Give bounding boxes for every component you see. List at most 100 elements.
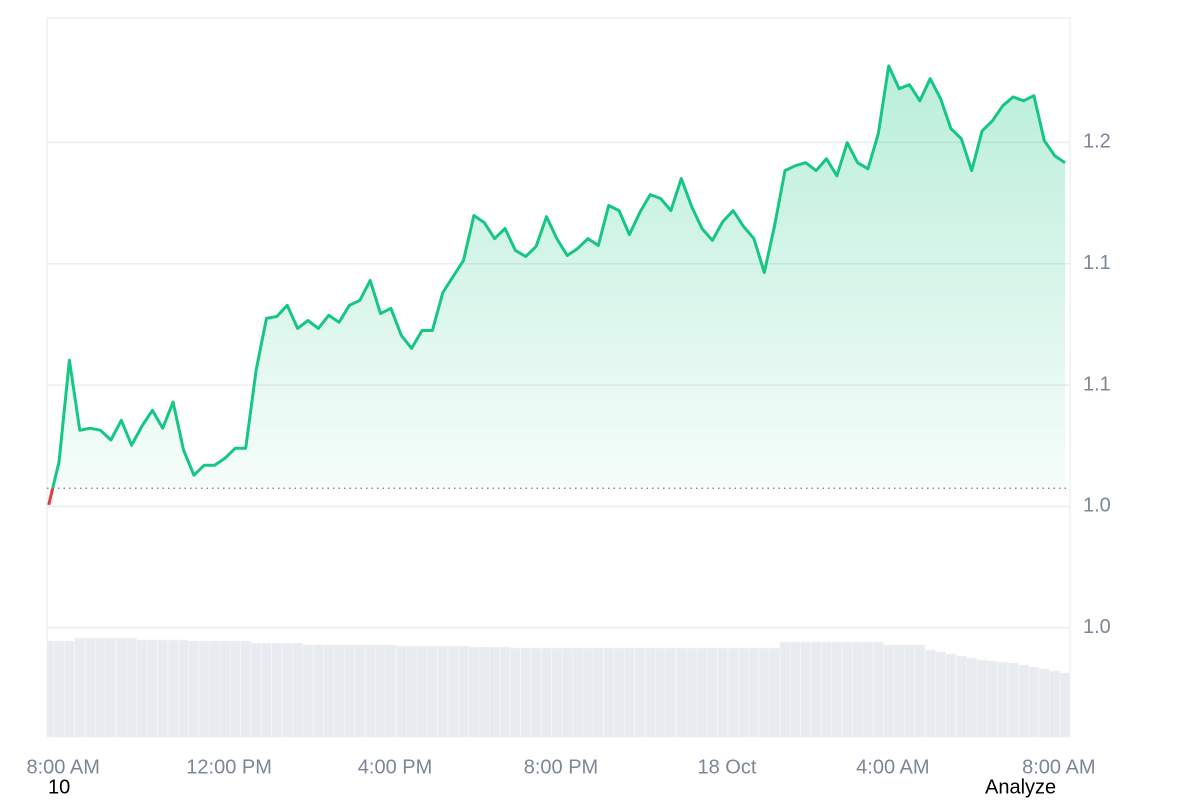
volume-bar <box>312 644 324 738</box>
volume-bar <box>1049 670 1061 738</box>
volume-bar <box>935 651 947 738</box>
volume-bar <box>831 641 843 738</box>
volume-bar <box>852 641 864 738</box>
x-tick-label: 4:00 AM <box>856 756 929 778</box>
volume-bar <box>893 644 905 738</box>
volume-bar <box>572 647 584 738</box>
volume-bar <box>883 644 895 738</box>
volume-bar <box>385 644 397 738</box>
price-plot <box>47 64 1070 506</box>
volume-bar <box>800 641 812 738</box>
volume-bar <box>468 646 480 738</box>
x-tick-label: 8:00 AM <box>1022 756 1095 778</box>
volume-bar <box>758 647 770 738</box>
volume-bar <box>115 637 127 738</box>
volume-bar <box>63 640 75 738</box>
x-tick-label: 12:00 PM <box>186 756 272 778</box>
volume-bar <box>178 639 189 738</box>
volume-bar <box>219 640 231 738</box>
volume-bar <box>292 642 304 738</box>
volume-bar <box>1059 672 1071 738</box>
volume-bar <box>997 661 1009 738</box>
volume-bar <box>1007 662 1019 738</box>
x-tick-label: 18 Oct <box>697 756 756 778</box>
volume-bar <box>541 647 552 738</box>
volume-bar <box>95 637 106 738</box>
volume-bar <box>1038 668 1050 738</box>
volume-bar <box>509 647 521 738</box>
volume-bar <box>727 647 739 738</box>
y-tick-label: 1.1 <box>1083 373 1111 395</box>
volume-bar <box>447 645 459 738</box>
axis-labels: 1.0 1.0 1.1 1.1 1.2 8:00 AM 12:00 PM 4:00 PM 8:0… <box>26 131 1110 779</box>
y-tick-label: 1.2 <box>1083 131 1111 153</box>
volume-bar <box>209 640 221 738</box>
price-line <box>51 64 1066 489</box>
volume-bar <box>841 641 853 738</box>
footer-right[interactable]: Analyze <box>985 776 1056 798</box>
volume-bar <box>634 647 646 738</box>
volume-bar <box>945 653 957 738</box>
volume-bar <box>872 641 884 738</box>
volume-bar <box>354 644 366 738</box>
volume-bar <box>198 640 210 738</box>
volume-bar <box>520 647 532 738</box>
volume-bar <box>1028 666 1040 738</box>
footer-left: 10 <box>48 776 70 798</box>
volume-bar <box>551 647 563 738</box>
volume-bar <box>530 647 542 738</box>
volume-bar <box>250 642 262 738</box>
volume-bar <box>655 647 667 738</box>
volume-bar <box>260 642 272 738</box>
volume-bar <box>1018 664 1030 738</box>
volume-bar <box>748 647 760 738</box>
volume-bar <box>53 640 65 738</box>
volume-bar <box>281 642 293 738</box>
volume-bar <box>458 645 469 738</box>
volume-bar <box>271 642 283 738</box>
volume-bar <box>364 644 376 738</box>
x-tick-label: 8:00 PM <box>524 756 598 778</box>
volume-bar <box>240 640 252 738</box>
volume-bar <box>955 655 967 738</box>
volume-bar <box>914 644 926 738</box>
volume-bar <box>769 647 781 738</box>
x-tick-label: 4:00 PM <box>358 756 432 778</box>
volume-bar <box>665 647 677 738</box>
volume-bar <box>986 660 998 738</box>
volume-bar <box>675 647 687 738</box>
y-tick-label: 1.0 <box>1083 616 1111 638</box>
volume-bar <box>136 639 148 738</box>
volume-bar <box>686 647 698 738</box>
volume-bar <box>644 647 656 738</box>
volume-bar <box>582 647 594 738</box>
y-tick-label: 1.1 <box>1083 252 1111 274</box>
volume-bar <box>903 644 915 738</box>
volume-bar <box>623 647 635 738</box>
volume-bar <box>862 641 874 738</box>
volume-bar <box>696 647 708 738</box>
volume-bar <box>167 639 179 738</box>
volume-bar <box>146 639 158 738</box>
volume-bar <box>603 647 615 738</box>
volume-bar <box>105 637 117 738</box>
volume-bar <box>706 647 718 738</box>
volume-bar <box>302 644 314 738</box>
volume-bar <box>738 647 749 738</box>
volume-bar <box>406 645 418 738</box>
volume-bar <box>489 646 501 738</box>
volume-bar <box>966 657 978 738</box>
volume-bar <box>157 639 169 738</box>
volume-bar <box>229 640 241 738</box>
volume-bar <box>924 649 936 738</box>
volume-bar <box>333 644 345 738</box>
price-area <box>48 65 1065 489</box>
volume-bar <box>426 645 438 738</box>
x-tick-label: 8:00 AM <box>26 756 99 778</box>
volume-bar <box>976 659 988 738</box>
volume-bar <box>437 645 449 738</box>
volume-bar <box>499 646 511 738</box>
volume-bar <box>416 645 428 738</box>
volume-bar <box>592 647 604 738</box>
